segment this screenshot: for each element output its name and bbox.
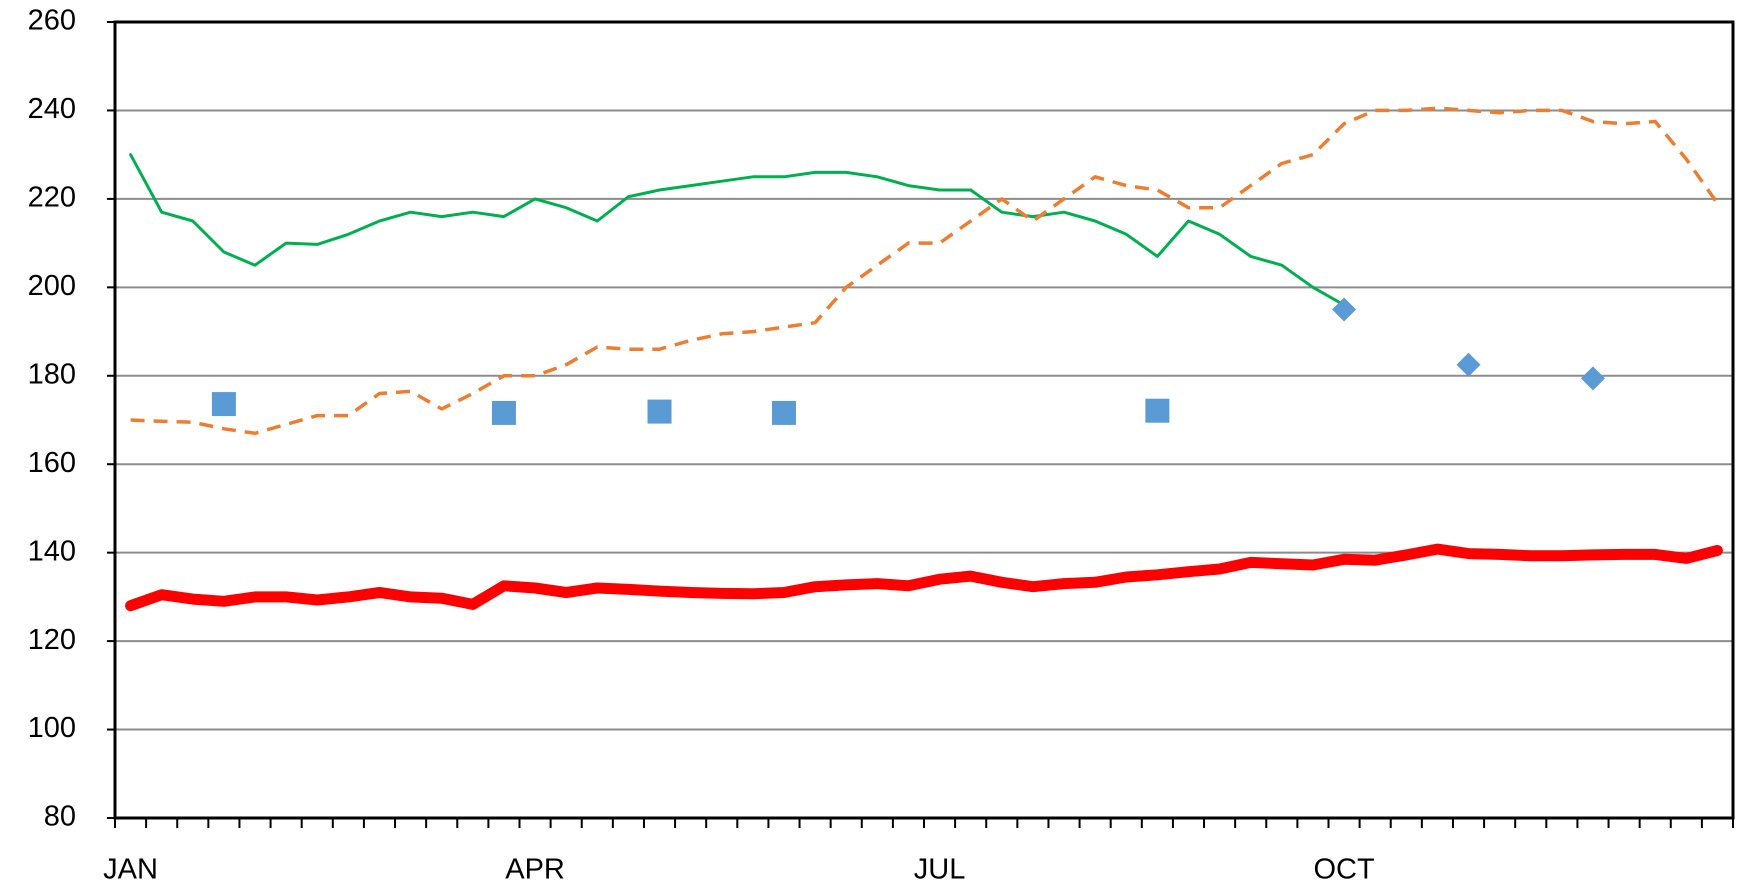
y-tick-label: 140 [28, 535, 76, 567]
y-tick-label: 120 [28, 624, 76, 656]
x-tick-label: JAN [103, 854, 158, 886]
y-tick-label: 220 [28, 182, 76, 214]
diamond-marker [1456, 352, 1481, 377]
y-tick-label: 160 [28, 447, 76, 479]
y-tick-label: 80 [44, 801, 76, 833]
square-marker [491, 400, 516, 425]
y-tick-label: 240 [28, 93, 76, 125]
square-marker [771, 400, 796, 425]
x-tick-label: APR [505, 854, 565, 886]
square-marker [211, 392, 236, 417]
x-tick-label: JUL [914, 854, 966, 886]
y-tick-label: 260 [28, 5, 76, 37]
x-tick-label: OCT [1313, 854, 1375, 886]
square-marker [647, 399, 672, 424]
y-tick-label: 180 [28, 358, 76, 390]
line-series [129, 153, 1346, 307]
diamond-marker [1580, 366, 1605, 391]
line-series [125, 543, 1723, 612]
y-tick-label: 100 [28, 712, 76, 744]
square-marker [1145, 398, 1170, 423]
y-tick-label: 200 [28, 270, 76, 302]
line-series [130, 106, 1719, 436]
diamond-marker [1332, 297, 1357, 322]
plot-frame [113, 20, 1735, 820]
